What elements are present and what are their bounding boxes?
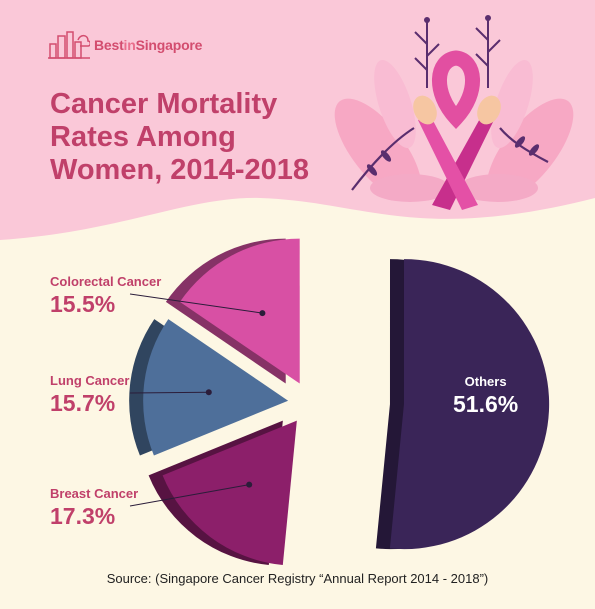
stem-left	[414, 22, 440, 88]
leaf-bottom-left	[370, 174, 450, 202]
berry	[424, 17, 430, 23]
leaf-right-small	[491, 59, 533, 149]
leaf-bottom-right	[458, 174, 538, 202]
label-colorectal: Colorectal Cancer 15.5%	[50, 274, 161, 318]
logo-text: BestinSingapore	[94, 37, 202, 53]
logo-text-singapore: Singapore	[135, 37, 203, 53]
hand-right	[477, 95, 501, 125]
slice-colorectal-cancer	[179, 238, 300, 384]
slice-lung-cancer	[143, 319, 289, 456]
label-lung: Lung Cancer 15.7%	[50, 373, 129, 417]
ribbon-loop	[432, 50, 480, 130]
label-lung-name: Lung Cancer	[50, 373, 130, 388]
label-others-name: Others	[464, 374, 507, 389]
branch-leaf	[528, 144, 540, 156]
label-breast: Breast Cancer 17.3%	[50, 486, 138, 530]
branch-leaf	[514, 136, 526, 148]
label-breast-name: Breast Cancer	[50, 486, 139, 501]
ribbon-illustration	[334, 15, 574, 210]
berry	[485, 15, 491, 21]
label-colorectal-name: Colorectal Cancer	[50, 274, 162, 289]
logo: BestinSingapore	[48, 30, 202, 60]
page-title: Cancer Mortality Rates Among Women, 2014…	[50, 88, 309, 186]
source-note: Source: (Singapore Cancer Registry “Annu…	[106, 571, 489, 586]
stem-right	[475, 20, 501, 88]
label-colorectal-value: 15.5%	[50, 291, 116, 317]
ribbon-tail-left	[432, 115, 494, 210]
label-others-value: 51.6%	[453, 391, 519, 417]
slice-breast-cancer	[162, 420, 297, 565]
label-others: Others 51.6%	[453, 374, 518, 418]
leaf-left-small	[374, 59, 416, 149]
branch-leaf	[380, 150, 392, 162]
leader-lines	[129, 293, 266, 507]
label-lung-value: 15.7%	[50, 390, 116, 416]
pie-chart	[129, 238, 550, 565]
leader-dot	[205, 389, 212, 396]
slice-others	[389, 259, 550, 550]
hand-left	[413, 95, 437, 125]
logo-text-in: in	[123, 37, 136, 53]
leader-line	[129, 391, 209, 394]
leader-dot	[259, 310, 266, 317]
leader-dot	[246, 481, 253, 488]
ribbon-tail-right	[418, 115, 478, 210]
logo-text-best: Best	[94, 37, 124, 53]
city-skyline-icon	[48, 31, 90, 59]
leader-line	[129, 484, 250, 507]
label-breast-value: 17.3%	[50, 503, 116, 529]
leader-line	[129, 293, 263, 314]
branch-leaf	[366, 164, 378, 176]
